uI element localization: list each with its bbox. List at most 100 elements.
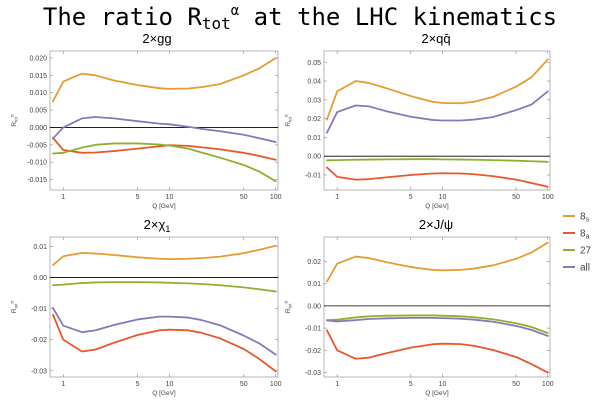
x-axis-label: Q [GeV] — [425, 390, 449, 397]
y-tick-label: 0.00 — [307, 154, 321, 161]
legend-label-text: all — [580, 263, 590, 274]
series-line-2 — [52, 136, 277, 161]
series-line-1 — [326, 241, 549, 283]
legend-label-text: 8 — [580, 229, 586, 240]
x-tick-label: 5 — [409, 194, 413, 201]
panel-title-text: 2×χ — [144, 217, 166, 232]
y-axis-label: Rtotα — [10, 300, 19, 313]
y-tick-label: 0.000 — [29, 125, 47, 132]
series-line-4 — [326, 90, 549, 134]
legend-entry: 8a — [563, 229, 590, 241]
y-tick-label: 0.02 — [307, 259, 321, 266]
figure-title: The ratio Rtotα at the LHC kinematics — [43, 3, 557, 33]
series-line-1 — [52, 244, 277, 266]
y-axis-label-sub: tot — [288, 116, 293, 122]
y-tick-label: 0.01 — [33, 244, 47, 251]
x-tick-label: 100 — [542, 381, 554, 388]
series-line-3 — [52, 142, 277, 183]
x-tick-label: 10 — [166, 194, 174, 201]
x-tick-label: 50 — [512, 194, 520, 201]
legend-label: 8s — [580, 212, 590, 224]
chart-panel-4: 2×J/ψ -0.03 -0.02 -0.01 0.00 0.01 0.02 1 5 10 50 10… — [284, 217, 554, 397]
series-line-3 — [52, 281, 277, 293]
legend-label-sub: a — [586, 234, 590, 241]
series-line-2 — [326, 329, 549, 374]
y-tick-label: 0.05 — [307, 60, 321, 67]
legend-label-text: 8 — [580, 212, 586, 223]
x-tick-label: 1 — [335, 381, 339, 388]
x-axis-label: Q [GeV] — [425, 203, 449, 210]
y-axis-label-sub: tot — [14, 116, 19, 122]
y-tick-label: 0.02 — [307, 116, 321, 123]
legend-entry: 27 — [563, 246, 592, 257]
y-axis-label-sup: α — [284, 114, 289, 117]
y-tick-label: -0.01 — [31, 306, 47, 313]
x-tick-label: 10 — [439, 194, 447, 201]
chart-panels: 2×gg -0.01 5 -0.010 -0.005 0.000 0.00 5 0.010 0.0… — [10, 31, 554, 397]
y-axis-label-sup: α — [10, 300, 15, 303]
plot-frame — [49, 236, 279, 378]
x-tick-label: 50 — [240, 381, 248, 388]
x-tick-label: 1 — [61, 381, 65, 388]
figure-title-sup: α — [231, 3, 240, 19]
panel-title-text: 2×gg — [142, 31, 171, 46]
panel-title-text: 2×qq̄ — [421, 31, 450, 46]
figure-title-suffix: at the LHC kinematics — [239, 3, 557, 31]
y-tick-label: -0.03 — [305, 370, 321, 377]
plot-frame — [323, 50, 551, 191]
x-tick-label: 5 — [136, 194, 140, 201]
panel-title: 2×qq̄ — [421, 31, 450, 46]
figure-title-prefix: The ratio R — [43, 3, 202, 31]
y-axis-label: Rtotα — [284, 300, 293, 313]
x-tick-label: 10 — [166, 381, 174, 388]
series-line-1 — [326, 58, 549, 121]
legend-label: 27 — [580, 246, 592, 257]
x-tick-label: 5 — [409, 381, 413, 388]
y-tick-label: -0.02 — [31, 337, 47, 344]
y-tick-label: -0.005 — [27, 142, 47, 149]
x-tick-label: 100 — [270, 194, 282, 201]
series-line-4 — [52, 307, 277, 356]
x-tick-label: 5 — [136, 381, 140, 388]
y-axis-label-base: R — [11, 122, 18, 127]
legend-entry: 8s — [563, 212, 590, 224]
figure-title-sub: tot — [202, 14, 231, 33]
y-tick-label: 0.00 — [33, 275, 47, 282]
plot-frame — [49, 50, 279, 191]
chart-panel-2: 2×qq̄ -0.01 0.00 0.01 0.02 0.03 0.04 0.05 1 5 10 50… — [284, 31, 554, 210]
legend-label: 8a — [580, 229, 590, 241]
y-tick-label: 0.00 — [307, 303, 321, 310]
panel-title: 2×J/ψ — [419, 217, 453, 232]
y-axis-label: Rtotα — [284, 114, 293, 127]
x-axis-label: Q [GeV] — [152, 390, 176, 397]
y-tick-label: 0.01 — [307, 281, 321, 288]
panel-title-text: 2×J/ψ — [419, 217, 453, 232]
y-tick-label: -0.010 — [27, 160, 47, 167]
legend-label: all — [580, 263, 590, 274]
chart-panel-1: 2×gg -0.015 -0.010 -0.005 0.000 0.005 0.010 0.0… — [10, 31, 282, 210]
series-line-1 — [52, 57, 277, 103]
x-tick-label: 50 — [240, 194, 248, 201]
y-axis-label-sup: α — [284, 300, 289, 303]
y-axis-label-sup: α — [10, 114, 15, 117]
y-tick-label: 0.010 — [29, 90, 47, 97]
y-tick-label: 0.03 — [307, 97, 321, 104]
panel-title: 2×gg — [142, 31, 171, 46]
y-axis-label: Rtotα — [10, 114, 19, 127]
x-tick-label: 50 — [512, 381, 520, 388]
y-axis-label-base: R — [285, 122, 292, 127]
series-line-2 — [326, 166, 549, 188]
x-tick-label: 1 — [335, 194, 339, 201]
x-tick-label: 100 — [542, 194, 554, 201]
x-tick-label: 10 — [439, 381, 447, 388]
plot-frame — [323, 236, 551, 378]
y-axis-label-base: R — [11, 308, 18, 313]
y-tick-label: 0.04 — [307, 79, 321, 86]
x-tick-label: 1 — [61, 194, 65, 201]
y-tick-label: -0.01 — [305, 172, 321, 179]
series-line-2 — [52, 313, 277, 373]
legend-label-text: 27 — [580, 246, 592, 257]
y-axis-label-sub: tot — [288, 303, 293, 309]
x-tick-label: 100 — [270, 381, 282, 388]
